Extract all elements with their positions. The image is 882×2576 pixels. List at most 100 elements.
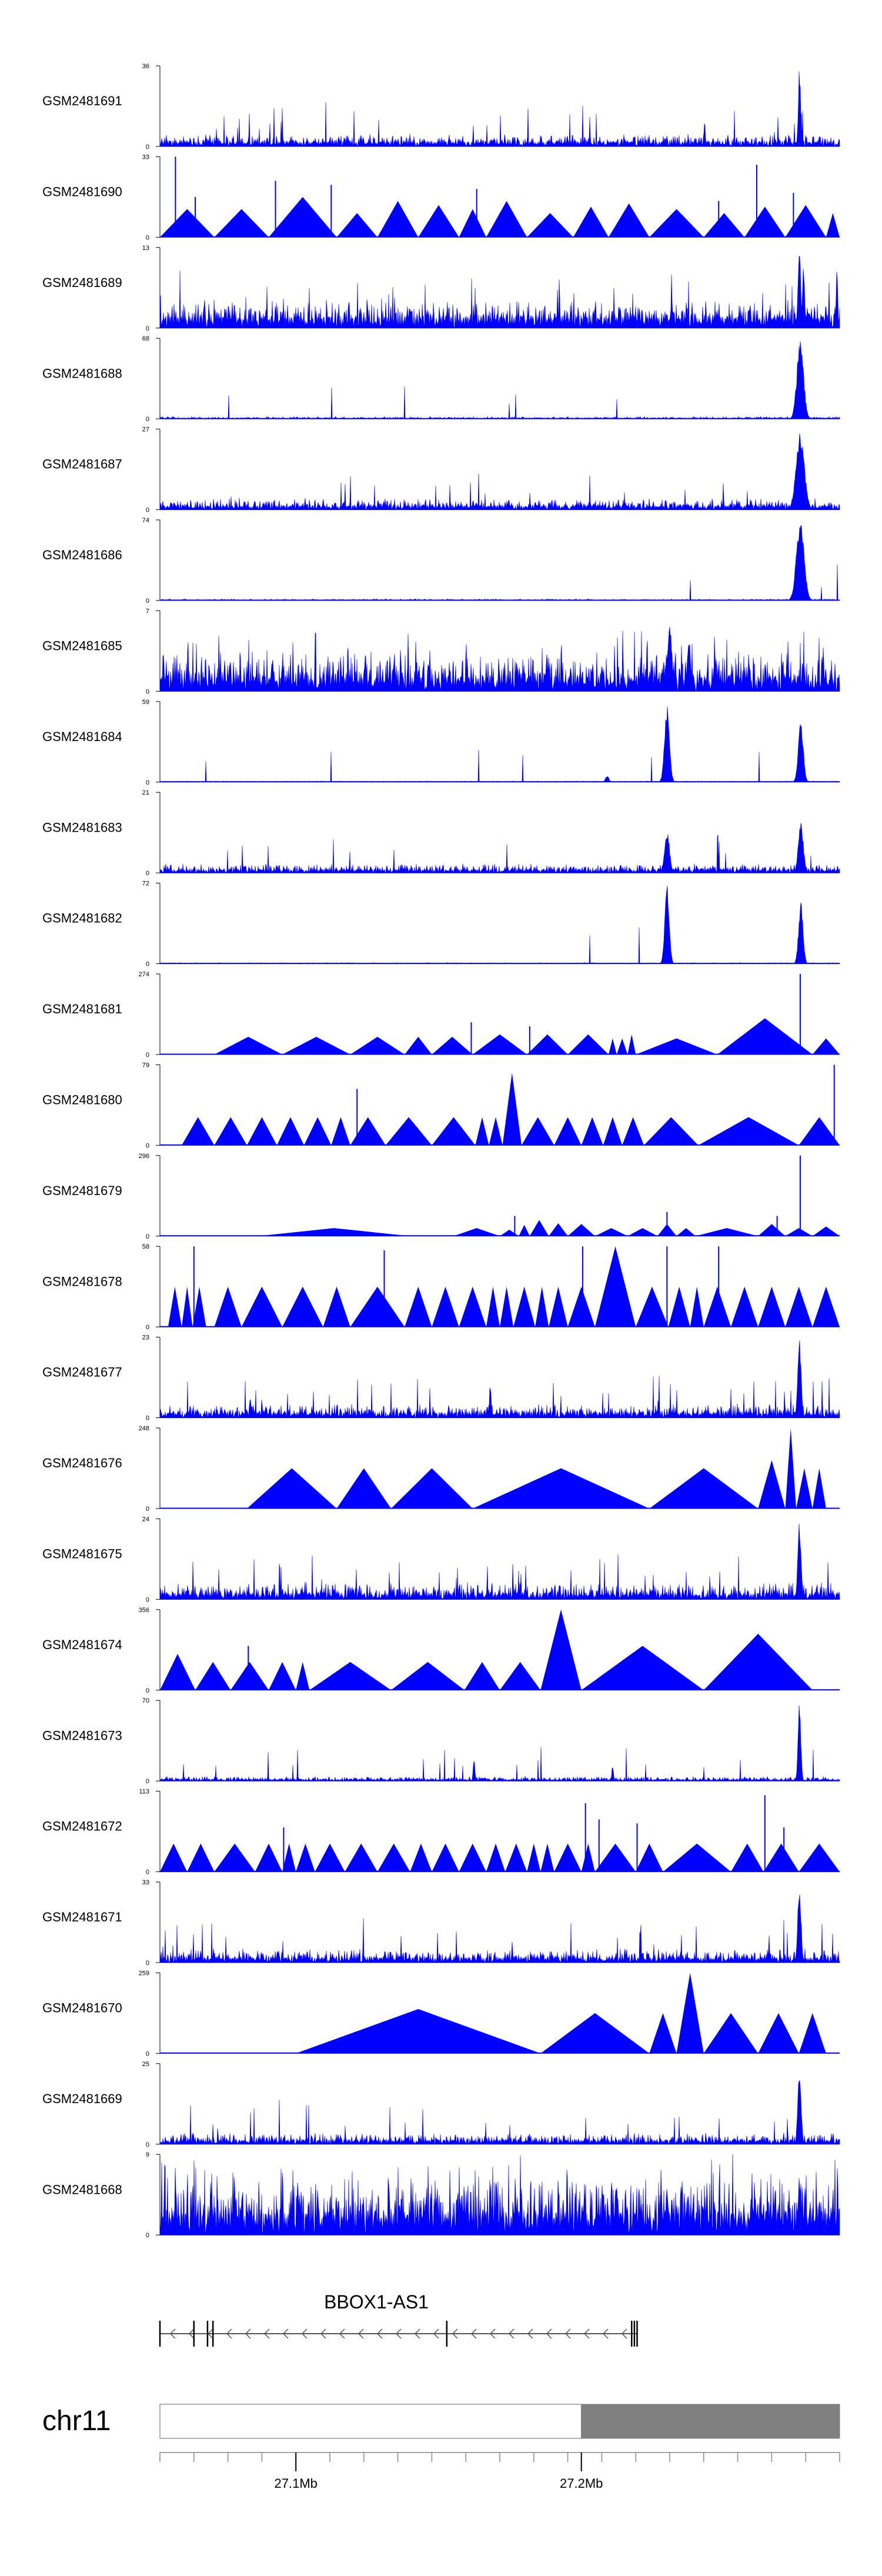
strand-arrow [489, 2328, 496, 2339]
signal-peak [315, 1843, 345, 1872]
signal-peak [505, 1843, 527, 1872]
signal-peak [703, 1286, 731, 1327]
signal-peak [268, 196, 337, 238]
gene-track: BBOX1-AS1 [159, 2291, 638, 2347]
signal-peak [160, 209, 215, 238]
track-GSM2481678: GSM2481678 58 0 [42, 1243, 840, 1331]
signal-peak [377, 201, 419, 238]
signal-peak [785, 1228, 813, 1236]
genome-axis: 27.1Mb 27.2Mb [159, 2452, 840, 2491]
signal-peak [246, 1468, 337, 1509]
signal-peak [282, 1286, 323, 1327]
signal-peak [785, 1286, 813, 1327]
track-GSM2481686: GSM2481686 74 0 [42, 517, 840, 605]
axis-tick-label: 27.2Mb [560, 2476, 603, 2491]
track-label: GSM2481668 [42, 2182, 122, 2197]
signal-peak [758, 1286, 786, 1327]
signal-peak [500, 1661, 541, 1690]
track-GSM2481672: GSM2481672 113 0 [42, 1788, 840, 1876]
signal-peak [636, 1843, 663, 1872]
signal-peak [744, 206, 786, 238]
strand-arrow [395, 2328, 402, 2339]
track-GSM2481670: GSM2481670 259 0 [42, 1970, 840, 2057]
signal-peak [309, 1661, 392, 1690]
signal-peak [649, 2013, 677, 2054]
y-max-label: 274 [139, 971, 149, 978]
track-GSM2481680: GSM2481680 79 0 [42, 1062, 840, 1149]
signal-peak [486, 1843, 506, 1872]
signal-peak [540, 1843, 554, 1872]
strand-arrow [433, 2328, 439, 2339]
signal-peak [649, 1468, 759, 1509]
strand-arrow [508, 2328, 514, 2339]
signal-peak [812, 1038, 840, 1055]
strand-arrow [169, 2328, 176, 2339]
signal-peak [521, 1117, 554, 1146]
y-max-label: 356 [139, 1607, 149, 1614]
signal-area [159, 525, 840, 601]
signal-area [159, 706, 840, 783]
signal-peak [472, 1468, 650, 1509]
signal-peak [486, 1286, 500, 1327]
signal-area [159, 626, 840, 692]
signal-peak [703, 1633, 813, 1690]
signal-peak [540, 1609, 582, 1690]
signal-peak [799, 2013, 826, 2054]
signal-peak [608, 203, 650, 238]
signal-peak [519, 1224, 530, 1236]
signal-peak [391, 1468, 473, 1509]
y-min-label: 0 [146, 2050, 149, 2057]
signal-peak [731, 1843, 764, 1872]
y-min-label: 0 [146, 2232, 149, 2239]
signal-peak [432, 1843, 459, 1872]
signal-peak [676, 1228, 696, 1236]
signal-tracks: GSM2481691360GSM2481690330GSM2481689130G… [42, 63, 840, 2239]
signal-peak [350, 1286, 405, 1327]
signal-peak [230, 1661, 269, 1690]
y-min-label: 0 [146, 1869, 149, 1876]
signal-peak [608, 1038, 617, 1055]
signal-peak [168, 1286, 182, 1327]
signal-peak [160, 1843, 188, 1872]
track-label: GSM2481688 [42, 366, 122, 381]
strand-arrow [339, 2328, 345, 2339]
y-max-label: 72 [142, 880, 149, 887]
strand-arrow [470, 2328, 477, 2339]
strand-arrow [320, 2328, 326, 2339]
signal-area [159, 1523, 840, 1600]
signal-peak [567, 1224, 595, 1236]
strand-arrow [301, 2328, 308, 2339]
signal-peak [527, 1034, 568, 1055]
track-label: GSM2481690 [42, 185, 122, 199]
signal-peak [282, 1036, 350, 1055]
signal-peak [377, 1843, 410, 1872]
signal-peak [453, 1228, 500, 1236]
track-label: GSM2481686 [42, 548, 122, 562]
signal-peak [336, 213, 377, 238]
signal-peak [812, 1226, 840, 1236]
signal-peak [296, 2009, 541, 2054]
signal-area [159, 256, 840, 329]
signal-peak [581, 1117, 603, 1146]
y-min-label: 0 [146, 598, 149, 605]
track-GSM2481677: GSM2481677 23 0 [42, 1334, 840, 1422]
signal-peak [331, 1117, 350, 1146]
y-min-label: 0 [146, 1052, 149, 1059]
signal-peak [731, 1286, 759, 1327]
track-GSM2481668: GSM2481668 9 0 [42, 2151, 840, 2239]
y-min-label: 0 [146, 688, 149, 695]
signal-peak [181, 1286, 193, 1327]
strand-arrow [414, 2328, 420, 2339]
gene-label: BBOX1-AS1 [324, 2291, 429, 2313]
signal-peak [214, 1117, 247, 1146]
signal-peak [603, 1117, 623, 1146]
y-min-label: 0 [146, 1960, 149, 1967]
y-max-label: 21 [142, 789, 149, 796]
signal-peak [549, 1286, 568, 1327]
signal-peak [459, 1286, 486, 1327]
track-label: GSM2481685 [42, 639, 122, 653]
signal-peak [535, 1286, 549, 1327]
signal-peak [826, 213, 840, 238]
y-min-label: 0 [146, 234, 149, 241]
signal-peak [160, 1654, 196, 1690]
